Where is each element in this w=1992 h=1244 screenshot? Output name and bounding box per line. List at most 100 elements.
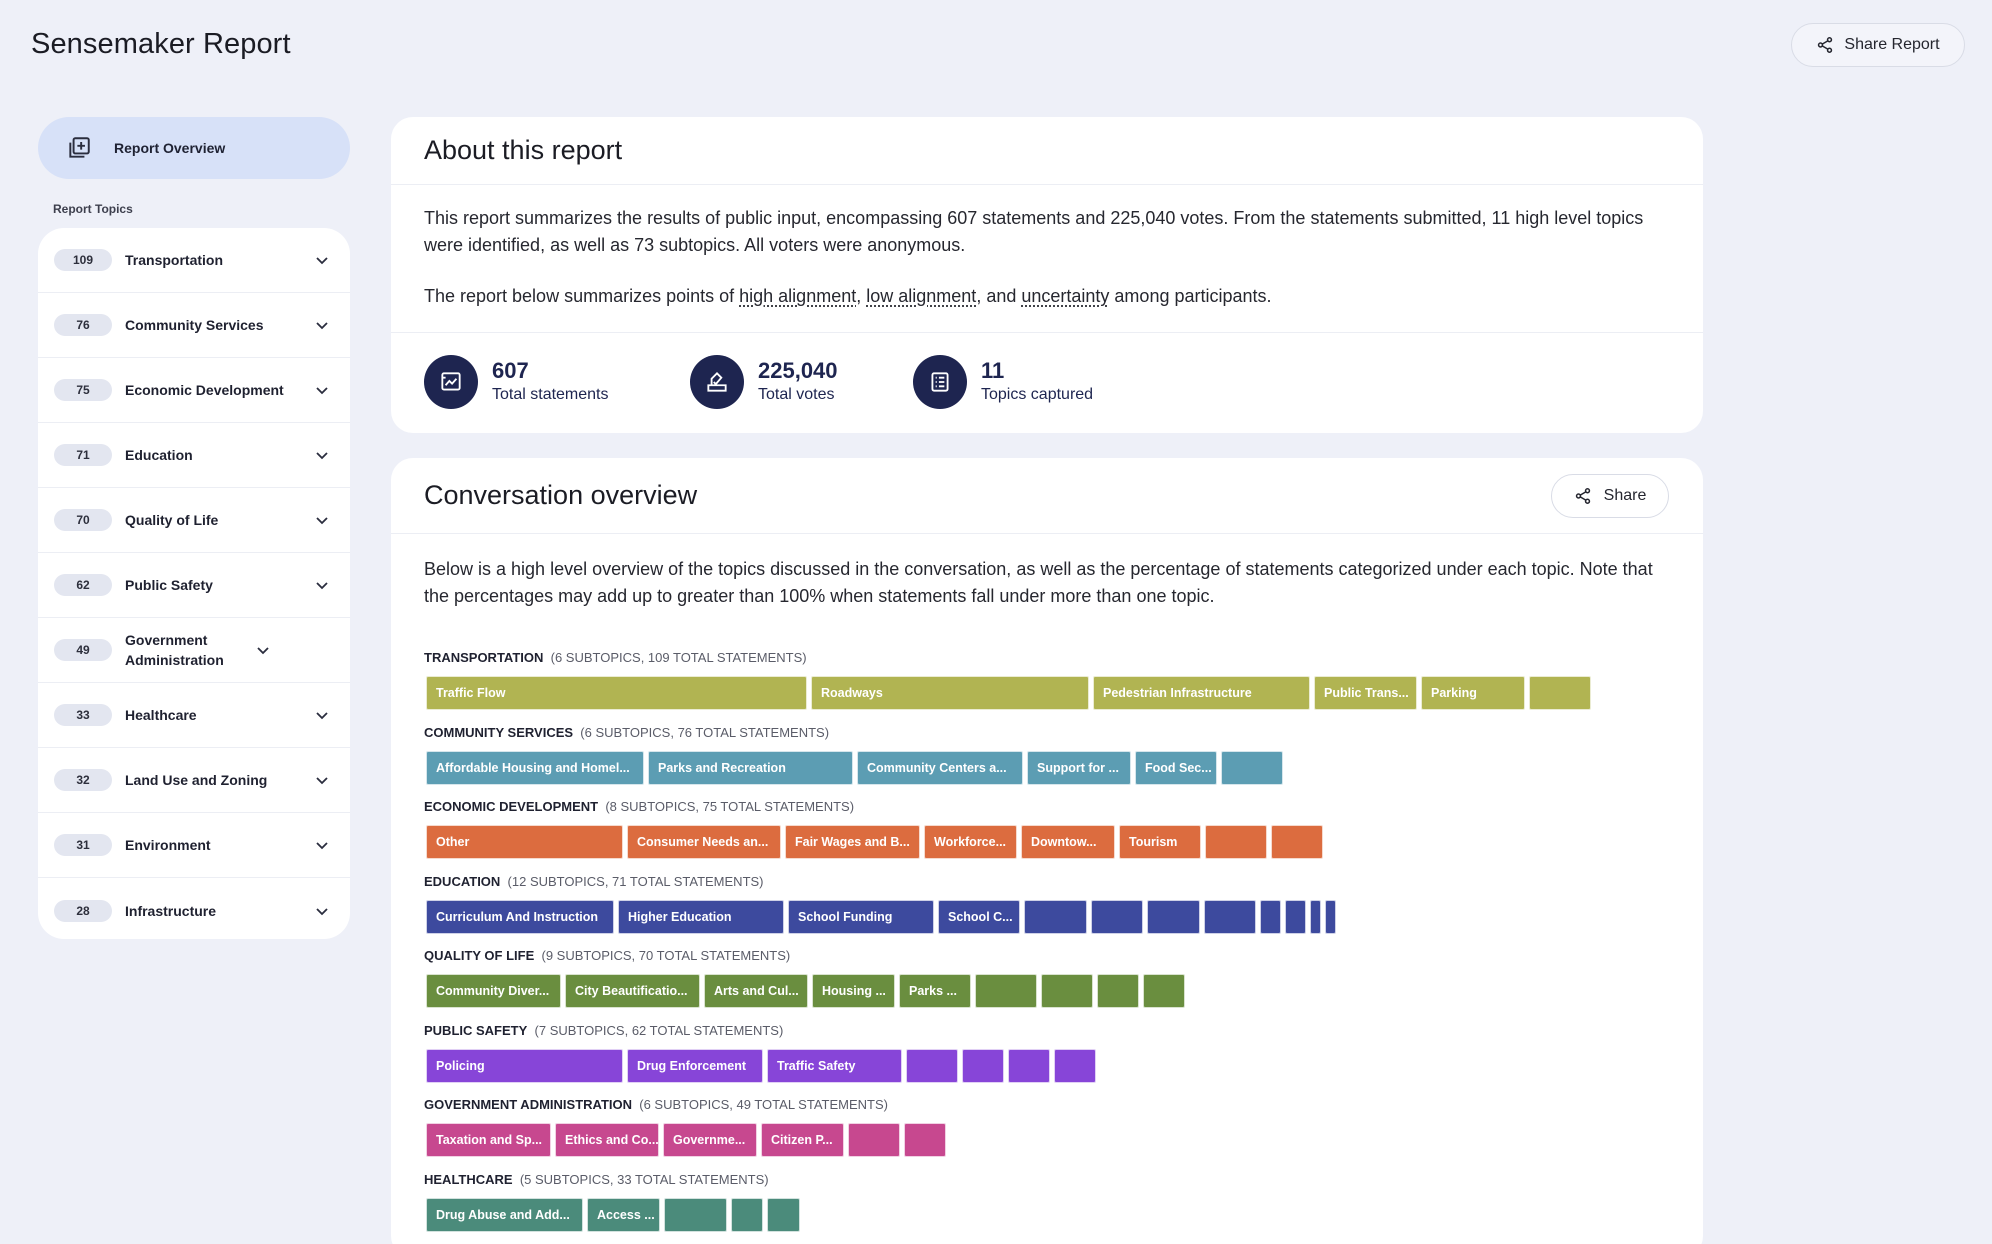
high-alignment-term[interactable]: high alignment <box>739 286 857 306</box>
subtopic-bar[interactable] <box>1147 900 1200 934</box>
subtopic-bar[interactable] <box>906 1049 958 1083</box>
chevron-down-icon[interactable] <box>314 577 330 593</box>
subtopic-bar[interactable] <box>1008 1049 1050 1083</box>
subtopic-bar[interactable] <box>1529 676 1591 710</box>
subtopic-bar[interactable]: Roadways <box>811 676 1089 710</box>
subtopic-bar[interactable] <box>1325 900 1336 934</box>
subtopic-bar[interactable]: Housing ... <box>812 974 895 1008</box>
subtopic-bar[interactable] <box>767 1198 800 1232</box>
subtopic-bar[interactable]: Drug Abuse and Add... <box>426 1198 583 1232</box>
subtopic-bar[interactable]: Parking <box>1421 676 1525 710</box>
subtopic-bar[interactable]: Arts and Cul... <box>704 974 808 1008</box>
chevron-down-icon[interactable] <box>314 382 330 398</box>
subtopic-bar[interactable] <box>1271 825 1323 859</box>
sidebar-item-label: Education <box>125 447 193 463</box>
subtopic-bar[interactable] <box>1204 900 1256 934</box>
subtopic-bar[interactable]: Higher Education <box>618 900 784 934</box>
subtopic-bar[interactable]: Consumer Needs an... <box>627 825 781 859</box>
subtopic-bar[interactable] <box>1143 974 1185 1008</box>
subtopic-bar[interactable] <box>1221 751 1283 785</box>
subtopic-bar[interactable]: Downtow... <box>1021 825 1115 859</box>
subtopic-bar[interactable]: Support for ... <box>1027 751 1131 785</box>
subtopic-bar[interactable]: Community Centers a... <box>857 751 1023 785</box>
subtopic-bar[interactable]: Affordable Housing and Homel... <box>426 751 644 785</box>
subtopic-bar[interactable] <box>962 1049 1004 1083</box>
sidebar-item-healthcare[interactable]: 33 Healthcare <box>38 683 350 748</box>
subtopic-bars: Policing Drug Enforcement Traffic Safety <box>424 1049 1096 1083</box>
chevron-down-icon[interactable] <box>314 317 330 333</box>
sidebar-item-community-services[interactable]: 76 Community Services <box>38 293 350 358</box>
conversation-share-button[interactable]: Share <box>1551 474 1669 518</box>
subtopic-bar[interactable]: Workforce... <box>924 825 1017 859</box>
sidebar-item-label: Government Administration <box>125 632 224 668</box>
subtopic-bar[interactable] <box>731 1198 763 1232</box>
chevron-down-icon[interactable] <box>314 707 330 723</box>
subtopic-bar[interactable] <box>1260 900 1281 934</box>
subtopic-bar[interactable]: Parks and Recreation <box>648 751 853 785</box>
subtopic-bar[interactable] <box>1024 900 1087 934</box>
sidebar-item-education[interactable]: 71 Education <box>38 423 350 488</box>
subtopic-bar[interactable]: Parks ... <box>899 974 971 1008</box>
subtopic-bar[interactable]: Citizen P... <box>761 1123 844 1157</box>
subtopic-bar[interactable]: Public Trans... <box>1314 676 1417 710</box>
subtopic-bar[interactable] <box>664 1198 727 1232</box>
chevron-down-icon[interactable] <box>314 512 330 528</box>
subtopic-bar[interactable] <box>1310 900 1321 934</box>
topic-count-badge: 71 <box>54 444 112 466</box>
sidebar-item-quality-of-life[interactable]: 70 Quality of Life <box>38 488 350 553</box>
sidebar-item-land-use-and-zoning[interactable]: 32 Land Use and Zoning <box>38 748 350 813</box>
subtopic-bar[interactable]: Curriculum And Instruction <box>426 900 614 934</box>
subtopic-bar[interactable] <box>1091 900 1143 934</box>
subtopic-bar[interactable] <box>975 974 1037 1008</box>
subtopic-bar[interactable] <box>1205 825 1267 859</box>
vote-icon <box>690 355 744 409</box>
subtopic-bar[interactable] <box>904 1123 946 1157</box>
stat-label: Total statements <box>492 386 609 403</box>
sidebar-item-transportation[interactable]: 109 Transportation <box>38 228 350 293</box>
topic-name: EDUCATION <box>424 874 501 889</box>
subtopic-bar[interactable]: Ethics and Co... <box>555 1123 659 1157</box>
stat-total-votes: 225,040 Total votes <box>690 355 838 409</box>
subtopic-bar[interactable]: Food Sec... <box>1135 751 1217 785</box>
subtopic-bar[interactable] <box>1097 974 1139 1008</box>
share-report-button[interactable]: Share Report <box>1791 23 1965 67</box>
chevron-down-icon[interactable] <box>314 903 330 919</box>
subtopic-bar[interactable]: Governme... <box>663 1123 757 1157</box>
subtopic-bar[interactable]: City Beautificatio... <box>565 974 700 1008</box>
chevron-down-icon[interactable] <box>314 252 330 268</box>
sidebar-item-public-safety[interactable]: 62 Public Safety <box>38 553 350 618</box>
chevron-down-icon[interactable] <box>314 837 330 853</box>
sidebar-item-environment[interactable]: 31 Environment <box>38 813 350 878</box>
subtopic-bar[interactable]: Drug Enforcement <box>627 1049 763 1083</box>
topic-count-badge: 33 <box>54 704 112 726</box>
subtopic-bar[interactable] <box>1041 974 1093 1008</box>
subtopic-bar[interactable]: School C... <box>938 900 1020 934</box>
subtopic-bar[interactable]: Other <box>426 825 623 859</box>
conversation-overview-title: Conversation overview <box>424 480 698 510</box>
subtopic-bar[interactable]: School Funding <box>788 900 934 934</box>
subtopic-bar[interactable]: Access ... <box>587 1198 660 1232</box>
chevron-down-icon[interactable] <box>314 447 330 463</box>
subtopic-bar[interactable]: Tourism <box>1119 825 1201 859</box>
topic-count-badge: 32 <box>54 769 112 791</box>
subtopic-bar[interactable] <box>848 1123 900 1157</box>
report-overview-nav[interactable]: Report Overview <box>38 117 350 179</box>
low-alignment-term[interactable]: low alignment <box>866 286 977 306</box>
uncertainty-term[interactable]: uncertainty <box>1021 286 1110 306</box>
sidebar-item-infrastructure[interactable]: 28 Infrastructure <box>38 878 350 939</box>
sidebar-item-economic-development[interactable]: 75 Economic Development <box>38 358 350 423</box>
subtopic-bar[interactable]: Community Diver... <box>426 974 561 1008</box>
sidebar-item-government-administration[interactable]: 49 Government Administration <box>38 618 350 683</box>
subtopic-bar[interactable]: Traffic Flow <box>426 676 807 710</box>
subtopic-bar[interactable] <box>1285 900 1306 934</box>
subtopic-bar[interactable] <box>1054 1049 1096 1083</box>
subtopic-bar[interactable]: Traffic Safety <box>767 1049 902 1083</box>
chevron-down-icon[interactable] <box>314 772 330 788</box>
subtopic-bar[interactable]: Fair Wages and B... <box>785 825 920 859</box>
subtopic-bar[interactable]: Pedestrian Infrastructure <box>1093 676 1310 710</box>
chevron-down-icon[interactable] <box>255 642 271 658</box>
topic-meta: (9 SUBTOPICS, 70 TOTAL STATEMENTS) <box>541 948 791 963</box>
subtopic-bar[interactable]: Taxation and Sp... <box>426 1123 551 1157</box>
subtopic-bar[interactable]: Policing <box>426 1049 623 1083</box>
topic-name: TRANSPORTATION <box>424 650 544 665</box>
